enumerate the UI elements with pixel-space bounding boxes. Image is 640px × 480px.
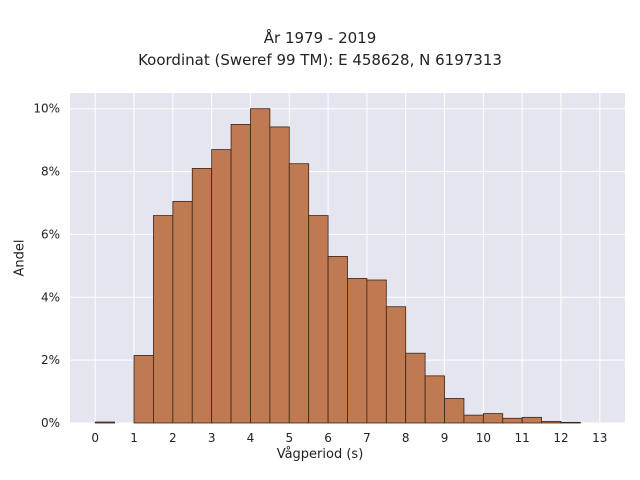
x-tick-label: 8 [402,431,410,445]
histogram-bar [444,398,465,424]
x-tick-label: 10 [476,431,491,445]
x-axis-label: Vågperiod (s) [276,447,364,462]
x-tick-label: 6 [324,431,332,445]
x-tick-label: 5 [285,431,293,445]
y-axis-ticks: 0% 2% 4% 6% 8% 10% [33,102,60,430]
y-tick-label: 8% [41,165,60,179]
histogram-bar [94,421,116,424]
x-tick-label: 4 [247,431,255,445]
histogram-bar [269,126,290,424]
x-tick-label: 1 [130,431,138,445]
histogram-bar [560,421,581,424]
y-axis-label: Andel [12,239,28,277]
x-tick-label: 0 [91,431,99,445]
x-tick-label: 2 [169,431,177,445]
histogram-bar [502,417,523,424]
histogram-bar [250,108,271,424]
histogram-bar [347,278,368,424]
chart-subtitle: Koordinat (Sweref 99 TM): E 458628, N 61… [138,51,502,69]
histogram-bars [94,108,581,424]
histogram-bar [191,168,213,424]
histogram-bar [308,215,329,424]
x-tick-label: 12 [553,431,568,445]
histogram-bar [133,355,154,424]
x-tick-label: 7 [363,431,371,445]
histogram-bar [288,163,310,424]
x-tick-label: 13 [592,431,607,445]
histogram-bar [463,414,484,424]
y-tick-label: 0% [41,416,60,430]
y-tick-label: 4% [41,290,60,304]
histogram-bar [541,421,562,424]
histogram-bar [366,279,387,424]
chart-title: År 1979 - 2019 [263,29,377,47]
x-tick-label: 11 [515,431,530,445]
y-tick-label: 6% [41,227,60,241]
histogram-bar [405,352,426,424]
histogram-bar [172,201,193,424]
y-tick-label: 10% [33,102,60,116]
histogram-bar [327,256,348,424]
histogram-bar [424,375,445,424]
histogram-bar [153,215,174,424]
y-tick-label: 2% [41,353,60,367]
x-tick-label: 3 [208,431,216,445]
histogram-bar [482,413,504,424]
histogram-bar [385,306,407,424]
x-tick-label: 9 [441,431,449,445]
histogram-bar [211,149,232,424]
histogram-bar [230,124,251,424]
histogram-bar [521,416,542,424]
x-axis-ticks: 0 1 2 3 4 5 6 7 8 9 10 11 12 13 [91,431,607,445]
